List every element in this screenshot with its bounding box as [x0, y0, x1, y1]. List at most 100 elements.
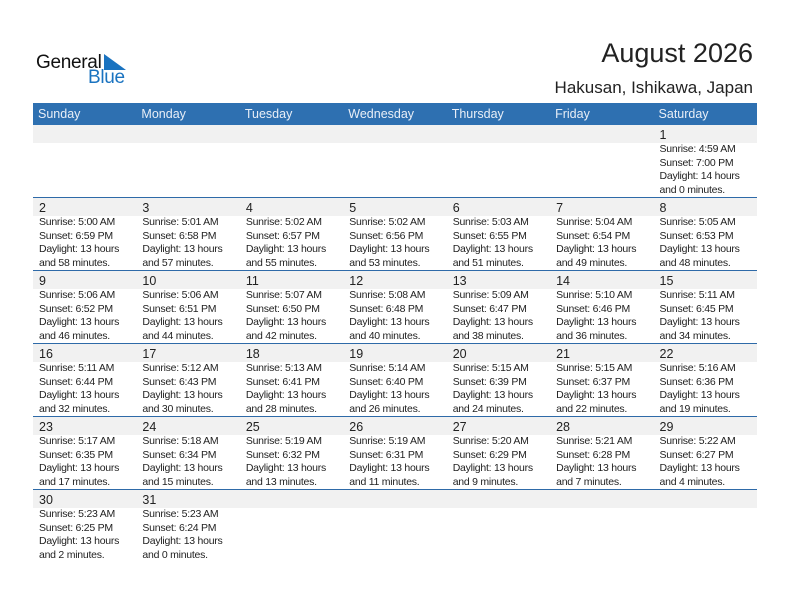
daylight-minutes-text: and 19 minutes. [659, 402, 731, 415]
empty-day-cell [447, 125, 550, 197]
daylight-minutes-text: and 44 minutes. [142, 329, 214, 342]
day-cell: 20 Sunrise: 5:15 AM Sunset: 6:39 PM Dayligh… [447, 344, 550, 416]
daylight-text: Daylight: 13 hours [556, 462, 637, 474]
daylight-minutes-text: and 32 minutes. [39, 402, 110, 415]
empty-day-cell [343, 125, 446, 197]
sunset-text: Sunset: 6:27 PM [659, 448, 734, 461]
weekday-wednesday: Wednesday [348, 107, 415, 121]
daylight-minutes-text: and 0 minutes. [142, 548, 208, 561]
day-cell: 31 Sunrise: 5:23 AM Sunset: 6:24 PM Dayligh… [136, 490, 239, 562]
day-number: 28 [556, 420, 571, 434]
day-number: 20 [452, 347, 467, 361]
sunrise-text: Sunrise: 5:13 AM [245, 362, 322, 374]
daylight-text: Daylight: 13 hours [349, 389, 430, 401]
day-cell: 16 Sunrise: 5:11 AM Sunset: 6:44 PM Dayligh… [33, 344, 136, 416]
daylight-minutes-text: and 42 minutes. [245, 329, 317, 342]
logo-text-blue: Blue [88, 67, 125, 88]
daylight-minutes-text: and 40 minutes. [349, 329, 421, 342]
day-number: 10 [142, 274, 157, 288]
daylight-text: Daylight: 13 hours [349, 243, 430, 255]
day-number: 19 [349, 347, 364, 361]
weekday-saturday: Saturday [658, 107, 709, 121]
sunrise-text: Sunrise: 5:02 AM [245, 216, 322, 228]
daylight-minutes-text: and 13 minutes. [245, 475, 317, 488]
empty-day-cell [136, 125, 239, 197]
day-cell: 9 Sunrise: 5:06 AM Sunset: 6:52 PM Daylight… [33, 271, 136, 343]
day-cell: 11 Sunrise: 5:07 AM Sunset: 6:50 PM Dayligh… [240, 271, 343, 343]
sunrise-text: Sunrise: 5:04 AM [556, 216, 633, 228]
logo-text-general: General [36, 52, 102, 73]
empty-day-cell [343, 490, 446, 562]
daylight-text: Daylight: 13 hours [245, 389, 326, 401]
daylight-minutes-text: and 28 minutes. [245, 402, 317, 415]
week-row: 16 Sunrise: 5:11 AM Sunset: 6:44 PM Dayligh… [33, 344, 757, 417]
sunrise-text: Sunrise: 5:11 AM [659, 289, 735, 301]
sunset-text: Sunset: 6:52 PM [39, 302, 113, 315]
daylight-minutes-text: and 49 minutes. [556, 256, 628, 269]
day-number: 31 [142, 493, 157, 507]
sunrise-text: Sunrise: 5:11 AM [39, 362, 115, 374]
day-cell: 18 Sunrise: 5:13 AM Sunset: 6:41 PM Dayligh… [240, 344, 343, 416]
daylight-text: Daylight: 13 hours [659, 462, 740, 474]
daylight-minutes-text: and 15 minutes. [142, 475, 214, 488]
sunset-text: Sunset: 6:32 PM [245, 448, 320, 461]
sunset-text: Sunset: 6:35 PM [39, 448, 113, 461]
daylight-minutes-text: and 17 minutes. [39, 475, 110, 488]
sunset-text: Sunset: 6:24 PM [142, 521, 217, 534]
daylight-minutes-text: and 4 minutes. [659, 475, 726, 488]
sunrise-text: Sunrise: 5:03 AM [452, 216, 529, 228]
day-cell: 26 Sunrise: 5:19 AM Sunset: 6:31 PM Dayligh… [343, 417, 446, 489]
weekday-tuesday: Tuesday [244, 107, 293, 121]
daylight-text: Daylight: 13 hours [452, 243, 533, 255]
sunrise-text: Sunrise: 5:06 AM [39, 289, 115, 301]
sunset-text: Sunset: 6:40 PM [349, 375, 424, 388]
sunrise-text: Sunrise: 5:08 AM [349, 289, 426, 301]
daylight-minutes-text: and 24 minutes. [452, 402, 524, 415]
sunrise-text: Sunrise: 5:14 AM [349, 362, 426, 374]
day-cell: 5 Sunrise: 5:02 AM Sunset: 6:56 PM Daylight… [343, 198, 446, 270]
day-number: 5 [349, 201, 357, 215]
sunset-text: Sunset: 6:44 PM [39, 375, 113, 388]
sunset-text: Sunset: 6:55 PM [452, 229, 527, 242]
sunset-text: Sunset: 7:00 PM [659, 156, 734, 169]
day-cell: 21 Sunrise: 5:15 AM Sunset: 6:37 PM Dayligh… [550, 344, 653, 416]
sunrise-text: Sunrise: 5:18 AM [142, 435, 219, 447]
sunset-text: Sunset: 6:58 PM [142, 229, 217, 242]
day-number: 8 [659, 201, 667, 215]
sunset-text: Sunset: 6:39 PM [452, 375, 527, 388]
daylight-text: Daylight: 13 hours [245, 316, 326, 328]
day-number: 25 [245, 420, 260, 434]
sunrise-text: Sunrise: 5:15 AM [556, 362, 633, 374]
sunset-text: Sunset: 6:47 PM [452, 302, 527, 315]
sunset-text: Sunset: 6:43 PM [142, 375, 217, 388]
day-cell: 3 Sunrise: 5:01 AM Sunset: 6:58 PM Daylight… [136, 198, 239, 270]
location-subtitle: Hakusan, Ishikawa, Japan [554, 78, 753, 97]
daylight-text: Daylight: 13 hours [556, 389, 637, 401]
sunrise-text: Sunrise: 5:06 AM [142, 289, 219, 301]
sunset-text: Sunset: 6:37 PM [556, 375, 630, 388]
day-cell: 7 Sunrise: 5:04 AM Sunset: 6:54 PM Daylight… [550, 198, 653, 270]
daylight-text: Daylight: 13 hours [39, 462, 120, 474]
day-cell: 12 Sunrise: 5:08 AM Sunset: 6:48 PM Dayligh… [343, 271, 446, 343]
sunset-text: Sunset: 6:54 PM [556, 229, 630, 242]
daylight-minutes-text: and 53 minutes. [349, 256, 421, 269]
daylight-text: Daylight: 13 hours [142, 389, 223, 401]
sunrise-text: Sunrise: 5:23 AM [39, 508, 115, 520]
sunset-text: Sunset: 6:46 PM [556, 302, 630, 315]
sunrise-text: Sunrise: 5:23 AM [142, 508, 219, 520]
day-cell: 1 Sunrise: 4:59 AM Sunset: 7:00 PM Daylight… [654, 125, 757, 197]
calendar-grid: Sunday Monday Tuesday Wednesday Thursday Frid… [33, 103, 757, 562]
daylight-minutes-text: and 55 minutes. [245, 256, 317, 269]
sunrise-text: Sunrise: 5:22 AM [659, 435, 736, 447]
empty-day-cell [550, 490, 653, 562]
week-row: 30 Sunrise: 5:23 AM Sunset: 6:25 PM Dayligh… [33, 490, 757, 562]
week-row: 9 Sunrise: 5:06 AM Sunset: 6:52 PM Daylight… [33, 271, 757, 344]
daylight-text: Daylight: 13 hours [452, 462, 533, 474]
day-number: 16 [39, 347, 53, 361]
daylight-minutes-text: and 48 minutes. [659, 256, 731, 269]
sunset-text: Sunset: 6:31 PM [349, 448, 424, 461]
day-number: 13 [452, 274, 467, 288]
daylight-text: Daylight: 13 hours [245, 462, 326, 474]
sunrise-text: Sunrise: 4:59 AM [659, 143, 736, 155]
day-number: 12 [349, 274, 364, 288]
